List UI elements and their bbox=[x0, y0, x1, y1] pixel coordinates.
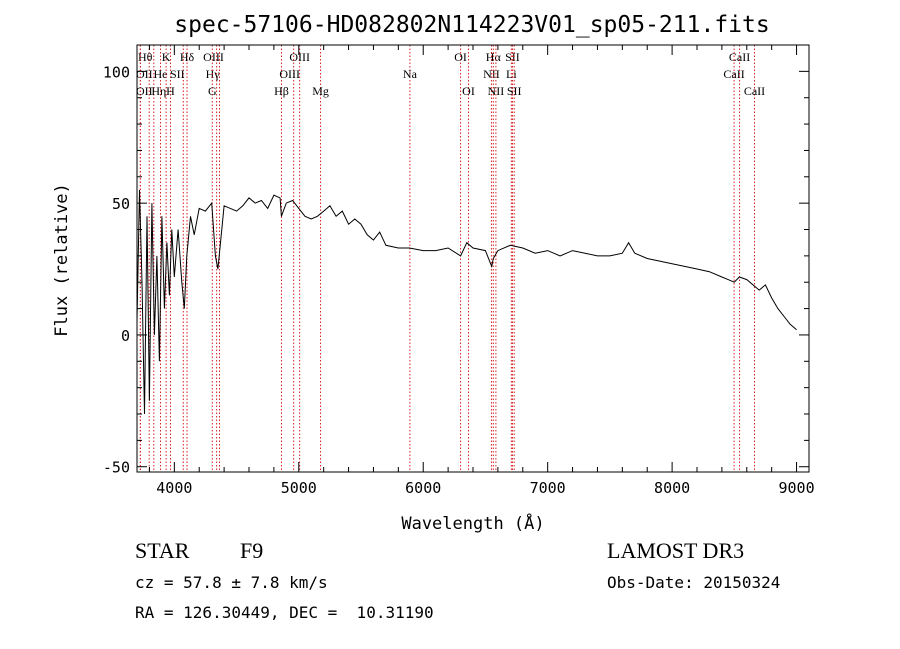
line-label-22: Li bbox=[506, 67, 517, 81]
line-label-20: Hα bbox=[486, 50, 502, 64]
line-label-27: CaII bbox=[744, 84, 765, 98]
flux-series-line bbox=[136, 189, 797, 415]
object-class: STAR bbox=[135, 538, 190, 563]
line-label-24: SII bbox=[507, 84, 522, 98]
line-label-3: Hη bbox=[151, 84, 166, 98]
line-label-7: SII bbox=[170, 67, 185, 81]
y-tick-label-100: 100 bbox=[103, 63, 130, 81]
x-tick-label-7000: 7000 bbox=[530, 479, 566, 497]
line-label-18: OI bbox=[462, 84, 475, 98]
line-label-15: Mg bbox=[312, 84, 329, 98]
chart-title: spec-57106-HD082802N114223V01_sp05-211.f… bbox=[174, 12, 769, 38]
y-axis-label: Flux (relative) bbox=[52, 183, 72, 337]
axes: 4000 5000 6000 7000 8000 9000 -50 0 50 100 bbox=[103, 44, 815, 497]
line-label-12: Hβ bbox=[274, 84, 289, 98]
line-label-14: OIII bbox=[289, 50, 310, 64]
y-tick-label--50: -50 bbox=[103, 459, 130, 477]
observation-date: Obs-Date: 20150324 bbox=[607, 573, 781, 592]
x-tick-label-6000: 6000 bbox=[405, 479, 441, 497]
line-label-11: OIII bbox=[203, 50, 224, 64]
redshift-cz: cz = 57.8 ± 7.8 km/s bbox=[135, 573, 328, 592]
y-tick-label-0: 0 bbox=[121, 327, 130, 345]
line-label-16: Na bbox=[403, 67, 418, 81]
line-label-1: OII bbox=[136, 67, 153, 81]
line-label-10: G bbox=[208, 84, 217, 98]
line-label-13: OIII bbox=[279, 67, 300, 81]
plot-frame bbox=[136, 44, 810, 473]
x-tick-label-9000: 9000 bbox=[778, 479, 814, 497]
x-axis-label: Wavelength (Å) bbox=[401, 512, 544, 534]
y-tick-label-50: 50 bbox=[112, 195, 130, 213]
line-label-23: SII bbox=[505, 50, 520, 64]
spectral-line-markers: HθOIIOIIHηHeKHSIIHδHγGOIIIHβOIIIOIIIMgNa… bbox=[136, 45, 765, 472]
x-tick-label-8000: 8000 bbox=[654, 479, 690, 497]
coordinates: RA = 126.30449, DEC = 10.31190 bbox=[135, 603, 434, 622]
line-label-0: Hθ bbox=[138, 50, 153, 64]
object-subclass: F9 bbox=[240, 538, 264, 563]
line-label-8: Hδ bbox=[180, 50, 195, 64]
line-label-17: OI bbox=[454, 50, 467, 64]
line-label-21: NII bbox=[488, 84, 505, 98]
x-tick-label-5000: 5000 bbox=[281, 479, 317, 497]
line-label-5: K bbox=[162, 50, 171, 64]
line-label-2: OII bbox=[136, 84, 153, 98]
survey-name: LAMOST DR3 bbox=[607, 538, 745, 563]
line-label-6: H bbox=[166, 84, 175, 98]
x-tick-label-4000: 4000 bbox=[156, 479, 192, 497]
line-label-26: CaII bbox=[729, 50, 750, 64]
line-label-19: NII bbox=[483, 67, 500, 81]
line-label-25: CaII bbox=[723, 67, 744, 81]
line-label-9: Hγ bbox=[206, 67, 221, 81]
line-label-4: He bbox=[154, 67, 168, 81]
